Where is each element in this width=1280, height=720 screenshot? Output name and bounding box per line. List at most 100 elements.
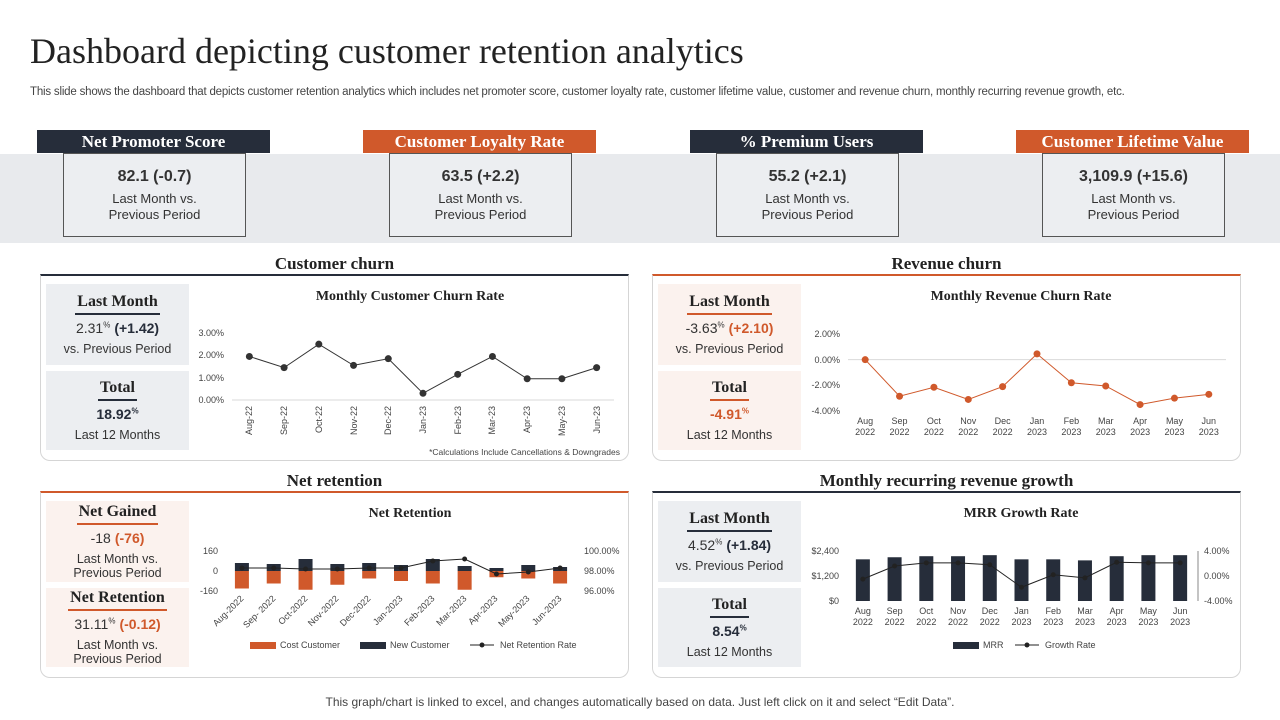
stat-change: (+1.42)	[114, 320, 160, 336]
stat-value: -3.63	[685, 320, 718, 336]
panel-frame	[652, 274, 1241, 461]
x-tick-label: Nov 2022	[948, 606, 969, 627]
x-tick-label: Feb 2023	[1061, 416, 1082, 437]
x-tick-label: Oct-22	[313, 406, 324, 434]
chart-title: MRR Growth Rate	[963, 506, 1079, 521]
kpi-note: Last Month vs. Previous Period	[761, 190, 854, 222]
bar	[1014, 559, 1029, 601]
bar	[951, 556, 966, 601]
point	[384, 355, 392, 363]
bar	[457, 566, 472, 571]
y-tick-label: 3.00%	[198, 328, 224, 338]
x-tick-label: Mar 2023	[1074, 606, 1095, 627]
legend-label: Growth Rate	[1045, 640, 1096, 650]
y2-tick-label: 0.00%	[1204, 571, 1230, 581]
kpi-note: Last Month vs. Previous Period	[108, 190, 201, 222]
bar	[1173, 555, 1188, 601]
bar	[521, 565, 536, 571]
stat-note: vs. Previous Period	[675, 342, 784, 356]
point	[488, 352, 496, 360]
x-tick-label: Aug 2022	[852, 606, 873, 627]
stat-note: vs. Previous Period	[675, 559, 784, 573]
panel-frame	[40, 274, 629, 461]
x-tick-label: Nov 2022	[958, 416, 979, 437]
bar	[394, 571, 408, 581]
point	[593, 364, 601, 372]
y-tick-label: 2.00%	[814, 329, 840, 339]
point	[930, 383, 938, 391]
stat-change: (-76)	[114, 530, 145, 546]
stat-box: Last Month 2.31% (+1.42) vs. Previous Perio…	[46, 284, 189, 365]
x-tick-label: Dec 2022	[992, 416, 1013, 437]
x-tick-label: Dec 2022	[979, 606, 1000, 627]
y-tick-label: -160	[199, 586, 218, 596]
stat-heading: Last Month	[687, 510, 772, 532]
kpi-title: Customer Lifetime Value	[1016, 130, 1249, 153]
panel-frame	[40, 491, 629, 678]
line	[249, 343, 597, 394]
bar	[362, 571, 377, 579]
x-tick-label: Jan 2023	[1026, 416, 1048, 437]
y-tick-label: $2,400	[811, 546, 839, 556]
point	[350, 361, 358, 369]
point	[964, 395, 972, 403]
line	[864, 353, 1209, 406]
y2-tick-label: 96.00%	[584, 586, 615, 596]
stat-heading: Net Gained	[76, 503, 159, 525]
point	[1114, 559, 1120, 565]
legend-swatch	[953, 642, 979, 649]
stat-heading: Net Retention	[68, 589, 167, 611]
stat-unit: %	[108, 616, 116, 626]
stat-heading: Last Month	[75, 293, 160, 315]
point	[462, 556, 468, 562]
point	[1050, 572, 1056, 578]
bar	[489, 568, 504, 571]
y-tick-label: -2.00%	[811, 380, 840, 391]
stat-value: -4.91	[709, 406, 742, 422]
x-tick-label: May 2023	[1164, 416, 1185, 437]
point	[419, 389, 427, 397]
bar	[330, 571, 345, 585]
bar	[982, 555, 997, 601]
stat-note: Last 12 Months	[74, 428, 161, 442]
point	[430, 558, 436, 564]
legend-label: Cost Customer	[280, 640, 341, 650]
point	[923, 560, 929, 566]
bar	[425, 571, 440, 584]
stat-value-line: 2.31% (+1.42)	[76, 320, 159, 336]
kpi-card: 3,109.9 (+15.6) Last Month vs. Previous P…	[1042, 153, 1225, 237]
point	[892, 563, 898, 569]
footer-note: This graph/chart is linked to excel, and…	[325, 695, 955, 709]
point	[271, 565, 277, 571]
x-tick-label: Oct 2022	[923, 416, 944, 437]
stat-box: Last Month 4.52% (+1.84) vs. Previous Perio…	[658, 501, 801, 582]
x-tick-label: Mar 2023	[1095, 416, 1116, 437]
point	[861, 356, 869, 364]
stat-value: -18	[90, 530, 111, 546]
stat-value-line: 8.54%	[712, 623, 746, 639]
bar	[553, 571, 568, 584]
x-tick-label: Jun 2023	[1198, 416, 1219, 437]
point	[1136, 401, 1144, 409]
stat-unit: %	[739, 623, 747, 633]
point	[1170, 394, 1178, 402]
point	[315, 340, 323, 348]
chart-title: Net Retention	[368, 506, 452, 521]
point	[525, 569, 531, 575]
x-tick-label: Sep 2022	[889, 416, 910, 437]
x-tick-label: Mar-23	[487, 406, 498, 435]
y-tick-label: 160	[202, 546, 218, 556]
bar	[298, 559, 313, 571]
kpi-card: 82.1 (-0.7) Last Month vs. Previous Perio…	[63, 153, 246, 237]
legend-label: MRR	[983, 640, 1004, 650]
x-tick-label: Jun 2023	[1170, 606, 1191, 627]
subtitle: This slide shows the dashboard that depi…	[30, 86, 1125, 98]
point	[1067, 379, 1075, 387]
point	[454, 370, 462, 378]
bar	[919, 556, 934, 601]
stat-unit: %	[715, 537, 723, 547]
point	[303, 566, 309, 572]
kpi-value: 63.5 (+2.2)	[441, 167, 520, 185]
y-tick-label: $1,200	[811, 571, 839, 581]
